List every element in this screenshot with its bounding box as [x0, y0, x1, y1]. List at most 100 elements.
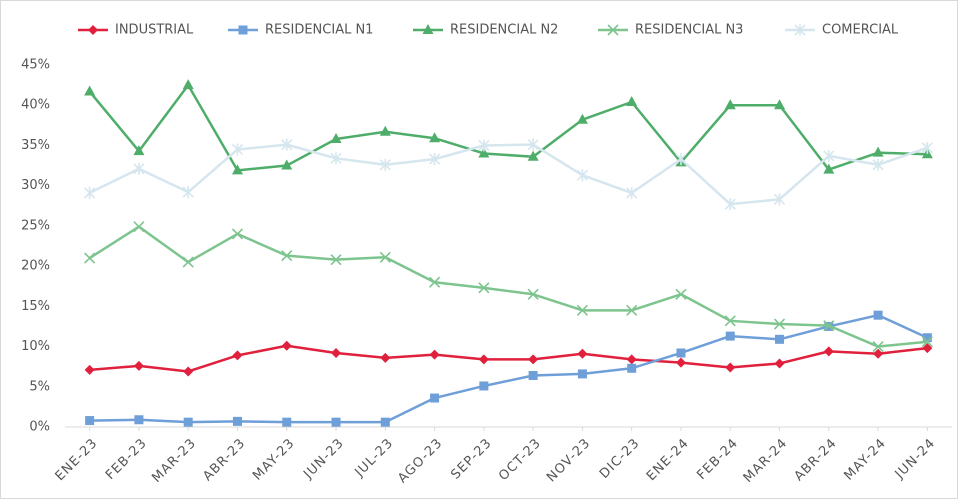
marker [725, 362, 736, 373]
series-line [88, 225, 928, 348]
legend: INDUSTRIAL RESIDENCIAL N1 RESIDENCIAL N2 RE… [78, 23, 899, 38]
marker [675, 357, 686, 368]
marker [478, 139, 490, 152]
marker [133, 360, 144, 371]
marker [232, 350, 243, 361]
marker [774, 358, 785, 369]
marker [430, 393, 440, 403]
marker [84, 364, 95, 375]
y-tick-label: 45% [21, 58, 50, 73]
marker [478, 354, 489, 365]
marker [281, 138, 293, 151]
marker [626, 186, 638, 199]
marker [281, 340, 292, 351]
marker [281, 159, 293, 170]
marker [775, 334, 785, 344]
marker [527, 288, 539, 300]
marker [576, 113, 588, 124]
marker [84, 252, 96, 264]
marker [478, 147, 490, 158]
marker [84, 186, 96, 199]
marker [774, 99, 786, 110]
marker [872, 340, 884, 353]
marker [823, 346, 834, 357]
marker [133, 221, 145, 233]
marker [823, 149, 835, 162]
marker [133, 162, 145, 175]
marker [134, 415, 144, 425]
y-tick-label: 5% [29, 379, 50, 394]
marker [379, 158, 391, 171]
legend-label: INDUSTRIAL [115, 23, 194, 38]
marker [379, 251, 391, 263]
marker [873, 310, 883, 320]
marker [429, 153, 441, 166]
marker [724, 99, 736, 110]
series-line [89, 143, 928, 206]
legend-label: RESIDENCIAL N2 [450, 23, 558, 38]
marker [231, 143, 244, 156]
marker [675, 153, 687, 166]
y-tick-label: 10% [21, 339, 50, 354]
marker [873, 348, 884, 359]
marker [331, 347, 342, 358]
marker [330, 133, 342, 144]
marker [331, 417, 341, 427]
marker [576, 304, 588, 316]
marker [626, 354, 637, 365]
marker [921, 336, 933, 348]
marker [88, 25, 98, 35]
marker [84, 85, 96, 96]
y-tick-label: 0% [29, 420, 50, 435]
marker [725, 331, 735, 341]
legend-label: COMERCIAL [822, 23, 899, 38]
marker [183, 366, 194, 377]
y-tick-label: 25% [21, 218, 50, 233]
marker [182, 79, 194, 90]
y-tick-label: 30% [21, 178, 50, 193]
marker [922, 333, 932, 343]
marker [133, 145, 145, 156]
marker [231, 228, 244, 240]
marker [182, 256, 194, 268]
marker [282, 417, 292, 427]
series-line [89, 344, 928, 373]
marker [379, 125, 391, 136]
marker [773, 193, 786, 206]
marker [429, 276, 441, 288]
marker [429, 349, 440, 360]
marker [724, 315, 736, 327]
marker [478, 282, 490, 294]
marker [330, 152, 342, 165]
marker [872, 158, 884, 171]
marker [330, 254, 342, 266]
marker [85, 416, 95, 426]
marker [626, 304, 638, 316]
y-tick-label: 35% [21, 138, 50, 153]
marker [422, 24, 434, 34]
marker [182, 186, 194, 199]
marker [380, 352, 391, 363]
marker [576, 169, 588, 182]
series-line [89, 313, 928, 424]
marker [528, 354, 539, 365]
marker [794, 24, 806, 36]
marker [527, 138, 539, 151]
marker [527, 150, 539, 161]
marker [922, 343, 933, 354]
marker [528, 371, 538, 381]
y-tick-label: 20% [21, 259, 50, 274]
marker [627, 363, 637, 373]
y-tick-label: 15% [21, 299, 50, 314]
marker [773, 318, 786, 330]
marker [823, 163, 835, 174]
marker [238, 25, 248, 35]
marker [676, 348, 686, 358]
legend-label: RESIDENCIAL N3 [635, 23, 743, 38]
marker [872, 146, 884, 157]
marker [231, 164, 243, 175]
marker [823, 320, 835, 332]
legend-label: RESIDENCIAL N1 [265, 23, 373, 38]
